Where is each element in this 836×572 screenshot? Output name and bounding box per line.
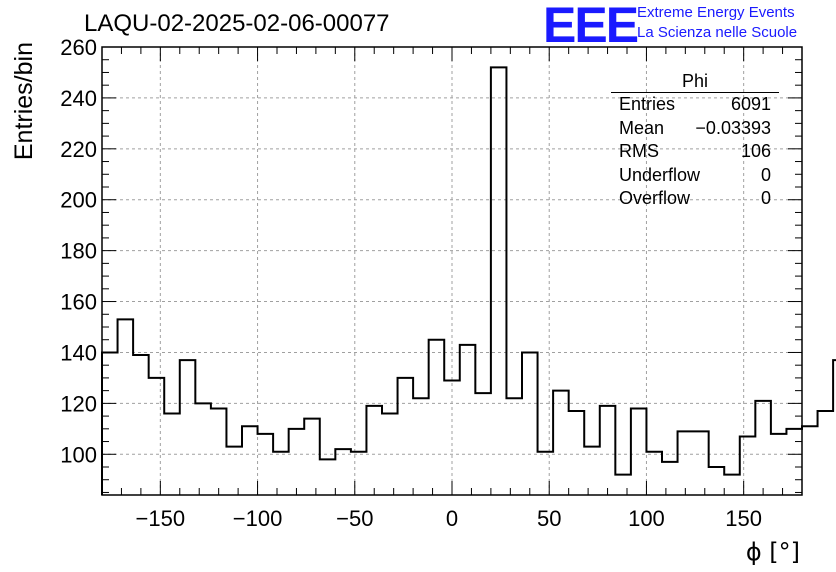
stats-row-entries: Entries 6091 [611, 93, 779, 117]
axis-ticks [101, 46, 803, 495]
y-tick-label: 260 [60, 35, 97, 60]
stats-label: Overflow [619, 188, 691, 208]
stats-row-rms: RMS 106 [611, 140, 779, 164]
x-tick-label: −100 [233, 506, 283, 531]
x-tick-label: 0 [446, 506, 458, 531]
logo-line-2: La Scienza nelle Scuole [637, 24, 798, 41]
stats-title: Phi [611, 70, 779, 93]
stats-label: Entries [619, 94, 676, 114]
stats-value: 106 [740, 141, 771, 161]
x-tick-label: 150 [725, 506, 762, 531]
stats-value: 0 [760, 164, 771, 185]
logo-line-1: Extreme Energy Events [637, 4, 795, 21]
stats-row-mean: Mean −0.03393 [611, 117, 779, 141]
x-tick-labels: −150 −100 −50 0 50 100 150 [136, 506, 762, 531]
y-tick-label: 160 [60, 290, 97, 315]
grid-lines [102, 46, 802, 495]
y-axis-label: Entries/bin [10, 42, 38, 160]
histogram-series-phi [101, 66, 836, 495]
y-tick-label: 120 [60, 391, 97, 416]
stats-box: Phi Entries 6091 Mean −0.03393 RMS 106 Underfl… [611, 70, 779, 211]
stats-value: 0 [760, 188, 771, 208]
eee-logo: EEE [543, 0, 639, 53]
x-axis-label: ϕ [°] [746, 538, 800, 566]
y-tick-label: 140 [60, 340, 97, 365]
x-tick-label: 50 [537, 506, 561, 531]
stats-label: RMS [619, 141, 659, 161]
x-tick-label: −150 [136, 506, 186, 531]
stats-row-underflow: Underflow 0 [611, 164, 779, 188]
y-tick-label: 220 [60, 137, 97, 162]
y-tick-label: 180 [60, 239, 97, 264]
y-tick-label: 200 [60, 188, 97, 213]
stats-label: Underflow [619, 164, 701, 185]
stats-value: 6091 [730, 94, 771, 114]
stats-label: Mean [619, 117, 665, 138]
chart-title: LAQU-02-2025-02-06-00077 [84, 10, 390, 37]
stats-value: −0.03393 [695, 117, 771, 138]
y-tick-labels: 100 120 140 160 180 200 220 240 260 [60, 35, 97, 467]
x-tick-label: 100 [628, 506, 665, 531]
stats-rows: Entries 6091 Mean −0.03393 RMS 106 Underflow 0 O… [611, 93, 779, 211]
stats-row-overflow: Overflow 0 [611, 187, 779, 211]
logo-caption: Extreme Energy Events La Scienza nelle S… [637, 3, 797, 43]
y-tick-label: 240 [60, 86, 97, 111]
x-tick-label: −50 [336, 506, 373, 531]
y-tick-label: 100 [60, 442, 97, 467]
